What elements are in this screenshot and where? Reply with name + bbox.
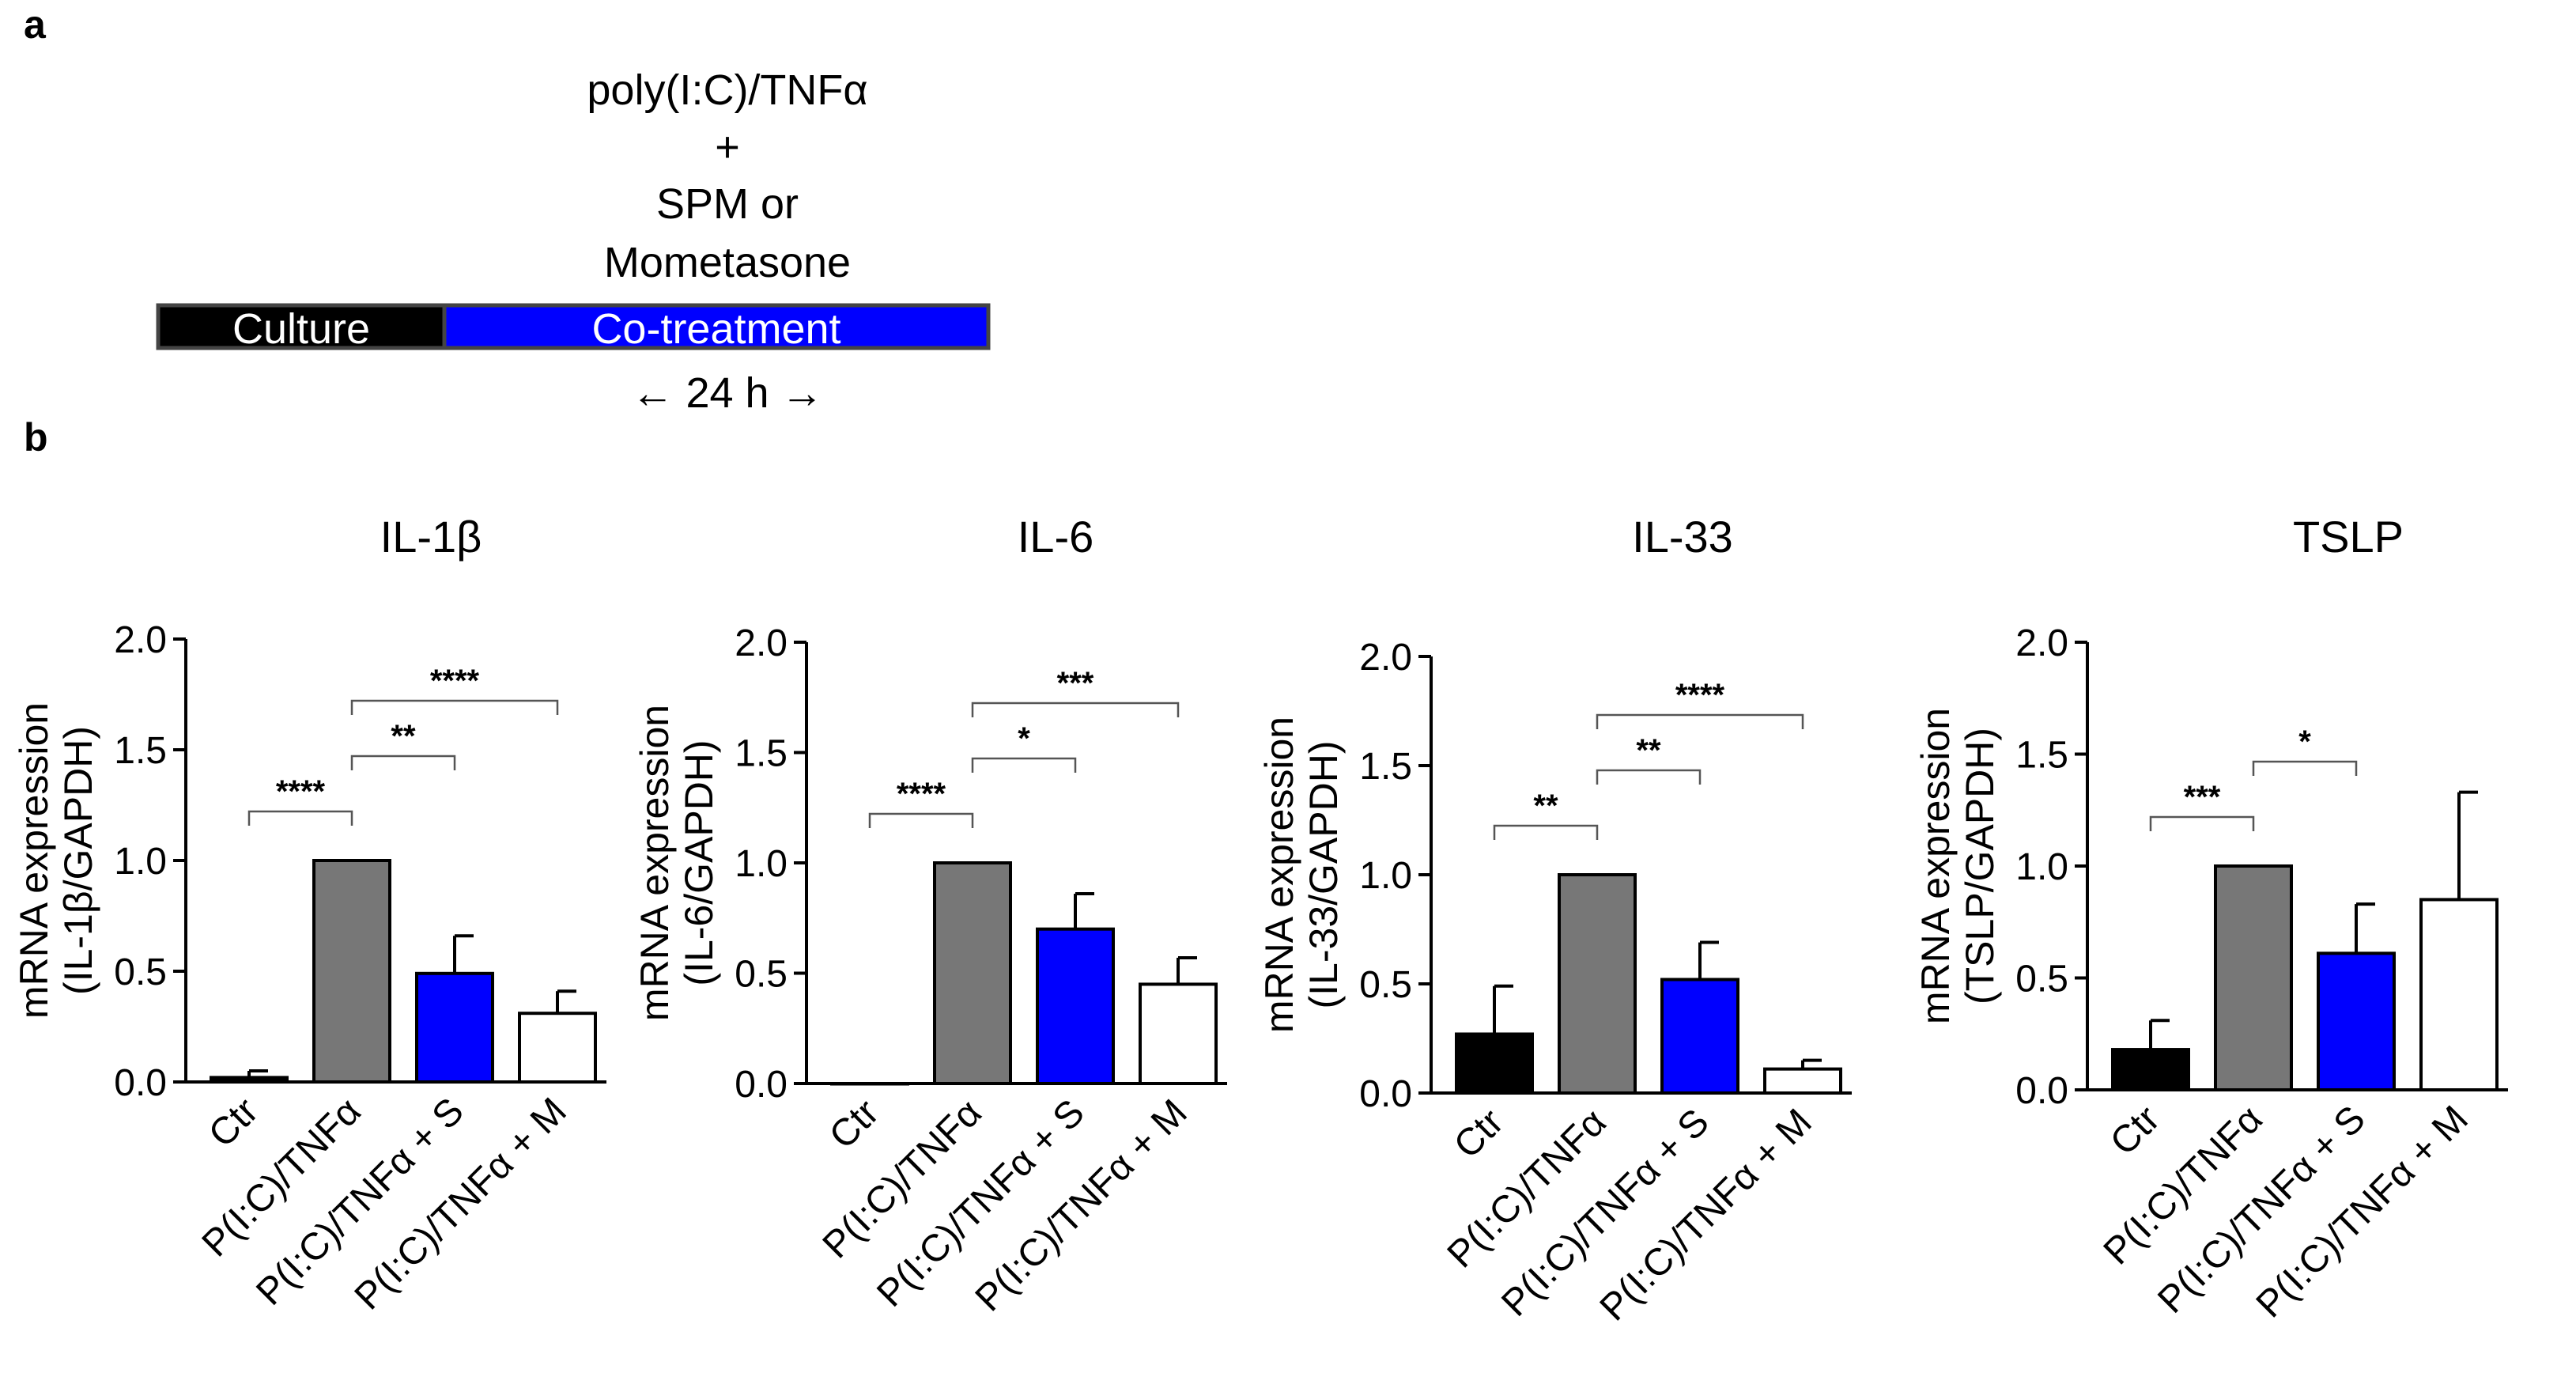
y-tick-label: 0.5 <box>735 954 788 996</box>
significance-bracket <box>971 757 1077 773</box>
y-tick-label: 2.0 <box>2015 622 2068 664</box>
significance-bracket <box>1596 769 1702 785</box>
panel-a-label: a <box>24 2 47 47</box>
bar-2 <box>1036 927 1115 1085</box>
y-tick-label: 0.5 <box>2015 959 2068 1000</box>
bar-3 <box>518 1012 597 1084</box>
duration-label: ← 24 h → <box>631 369 823 417</box>
y-axis-label: mRNA expression <box>12 702 56 1019</box>
significance-label: *** <box>2184 780 2221 815</box>
treatment-line-3: SPM or <box>656 180 799 228</box>
x-tick-label: Ctr <box>201 1090 266 1156</box>
cotreatment-label: Co-treatment <box>591 305 840 353</box>
significance-label: * <box>1018 721 1030 756</box>
y-axis-label: mRNA expression <box>633 705 677 1021</box>
bar-3 <box>1763 1067 1842 1095</box>
y-tick-label: 2.0 <box>114 619 167 661</box>
panel-a: a poly(I:C)/TNFα + SPM or Mometasone Cul… <box>24 2 991 417</box>
x-tick-label: Ctr <box>822 1091 887 1157</box>
significance-label: **** <box>276 774 326 809</box>
y-tick-label: 1.0 <box>1359 855 1412 897</box>
significance-label: * <box>2298 724 2311 759</box>
significance-bracket <box>971 702 1180 717</box>
bar-1 <box>2214 864 2293 1091</box>
treatment-line-4: Mometasone <box>604 239 851 286</box>
y-tick-label: 1.5 <box>2015 735 2068 777</box>
bar-0 <box>1455 1032 1534 1095</box>
panel-b-label: b <box>24 415 48 460</box>
y-tick-label: 1.5 <box>735 733 788 775</box>
significance-bracket <box>350 755 456 770</box>
cotreatment-bar <box>442 303 991 350</box>
chart-title: IL-33 <box>1632 512 1733 562</box>
significance-bracket <box>2252 760 2358 776</box>
y-tick-label: 0.0 <box>2015 1070 2068 1112</box>
bar-0 <box>2111 1048 2190 1092</box>
significance-label: **** <box>1675 678 1725 713</box>
y-axis-label: mRNA expression <box>1257 717 1301 1033</box>
y-tick-label: 1.0 <box>2015 846 2068 888</box>
bar-2 <box>2317 951 2396 1091</box>
significance-bracket <box>868 812 974 828</box>
chart-title: IL-1β <box>380 512 482 562</box>
chart-title: IL-6 <box>1018 512 1094 562</box>
significance-label: ** <box>391 719 416 754</box>
chart-0: IL-1β mRNA expression (IL-1β/GAPDH) 0.0 0.5 1… <box>12 512 606 1318</box>
treatment-line-2: + <box>715 123 740 171</box>
y-tick-label: 1.0 <box>114 841 167 883</box>
y-tick-label: 0.0 <box>735 1064 788 1106</box>
bar-1 <box>1558 873 1637 1095</box>
x-tick-label: Ctr <box>1446 1101 1512 1167</box>
y-axis-label: mRNA expression <box>1913 708 1958 1024</box>
chart-title: TSLP <box>2293 512 2404 562</box>
significance-bracket <box>247 810 353 826</box>
y-axis-label: (TSLP/GAPDH) <box>1958 728 2002 1004</box>
bar-3 <box>2419 898 2499 1091</box>
significance-bracket <box>1493 824 1599 840</box>
chart-3: TSLP mRNA expression (TSLP/GAPDH) 0.0 0.5 1.0… <box>1913 512 2508 1326</box>
y-tick-label: 0.5 <box>114 951 167 993</box>
bar-1 <box>933 861 1012 1085</box>
y-tick-label: 1.5 <box>1359 746 1412 788</box>
y-axis-label: (IL-1β/GAPDH) <box>56 726 100 995</box>
significance-bracket <box>350 699 559 715</box>
y-tick-label: 0.0 <box>114 1062 167 1104</box>
significance-label: **** <box>897 777 946 811</box>
significance-label: ** <box>1636 733 1661 768</box>
significance-bracket <box>1596 713 1804 729</box>
bar-1 <box>312 859 391 1084</box>
significance-label: ** <box>1533 789 1558 823</box>
chart-1: IL-6 mRNA expression (IL-6/GAPDH) 0.0 0.5 1.0… <box>633 512 1227 1319</box>
bar-3 <box>1139 982 1218 1085</box>
significance-bracket <box>2149 815 2255 831</box>
significance-label: **** <box>430 664 480 698</box>
y-tick-label: 1.5 <box>114 730 167 772</box>
y-tick-label: 2.0 <box>735 622 788 664</box>
y-axis-label: (IL-33/GAPDH) <box>1301 741 1346 1009</box>
y-axis-label: (IL-6/GAPDH) <box>677 739 721 985</box>
x-tick-label: Ctr <box>2102 1098 2168 1163</box>
treatment-line-1: poly(I:C)/TNFα <box>587 66 867 114</box>
bar-2 <box>1660 978 1739 1095</box>
bar-2 <box>415 971 494 1084</box>
culture-label: Culture <box>232 305 370 353</box>
y-tick-label: 0.0 <box>1359 1073 1412 1115</box>
y-tick-label: 0.5 <box>1359 964 1412 1006</box>
bar-0 <box>210 1076 289 1084</box>
culture-bar <box>156 303 447 350</box>
y-tick-label: 2.0 <box>1359 637 1412 679</box>
significance-label: *** <box>1057 666 1094 701</box>
y-tick-label: 1.0 <box>735 843 788 885</box>
chart-2: IL-33 mRNA expression (IL-33/GAPDH) 0.0 0.5 1… <box>1257 512 1852 1329</box>
